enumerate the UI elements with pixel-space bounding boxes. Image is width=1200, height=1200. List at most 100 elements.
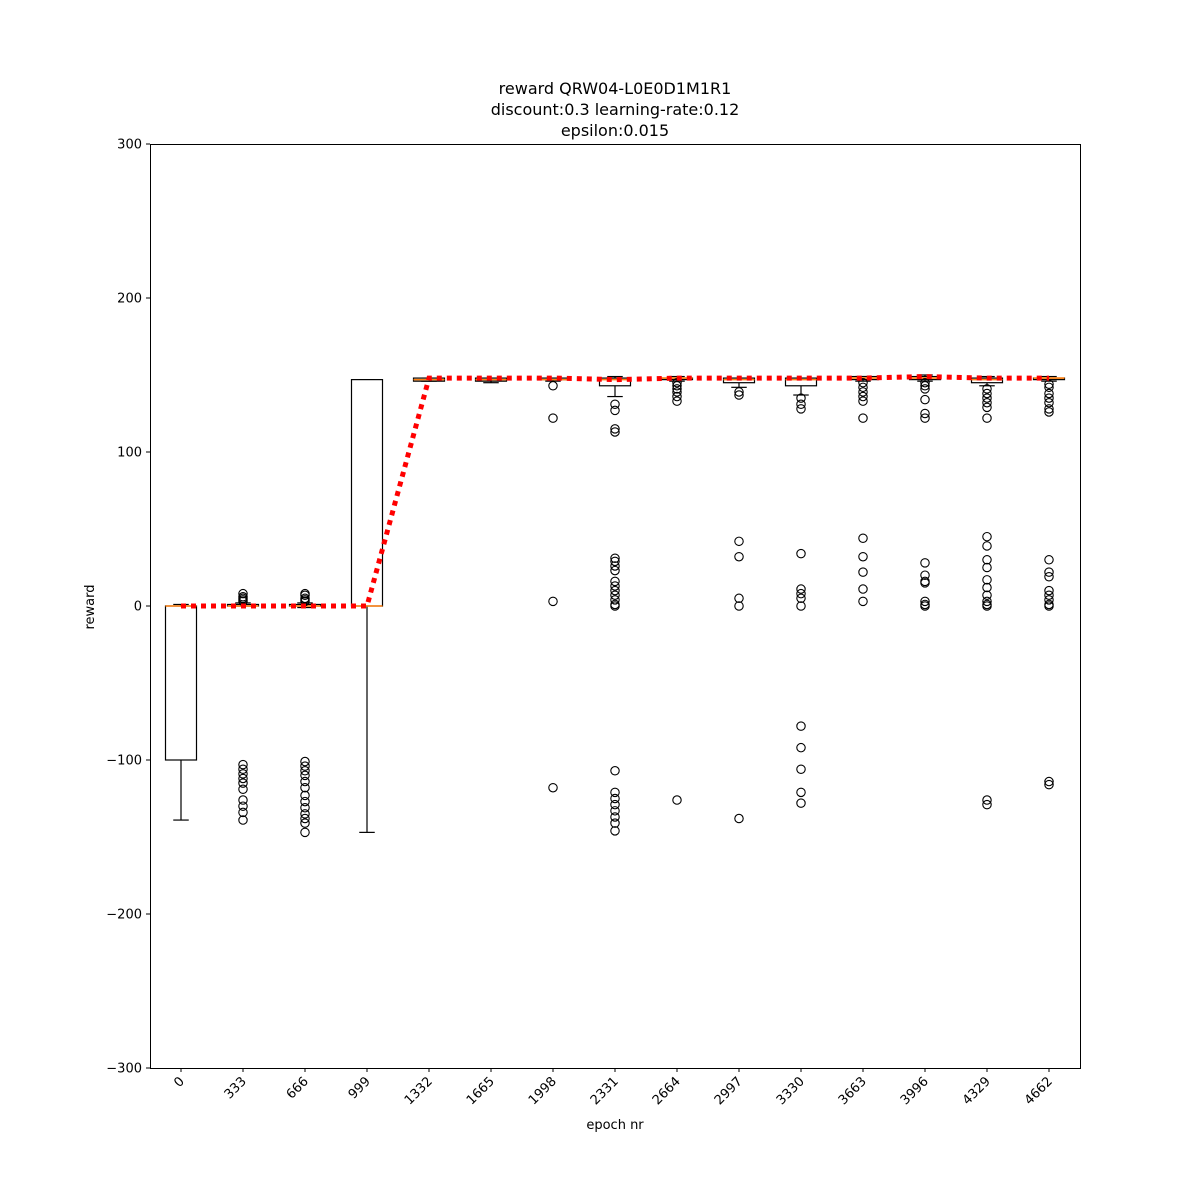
outlier-point	[672, 384, 682, 394]
outlier-point	[610, 424, 620, 434]
outlier-point	[858, 382, 868, 393]
outlier-point	[796, 798, 806, 808]
outlier-point	[238, 759, 248, 770]
outlier-point	[858, 596, 868, 607]
outlier-point	[734, 813, 744, 824]
outlier-point	[610, 601, 620, 611]
outlier-point	[238, 815, 248, 825]
outlier-point	[920, 601, 930, 611]
outlier-point	[734, 601, 744, 611]
y-tick-label: 0	[134, 600, 142, 615]
y-tick-label: 100	[117, 446, 142, 461]
outlier-point	[734, 387, 744, 397]
y-tick-label: 300	[117, 138, 142, 153]
outlier-point	[858, 387, 868, 397]
outlier-point	[858, 584, 868, 594]
chart-subtitle-2: epsilon:0.015	[560, 121, 670, 140]
x-axis-label: epoch nr	[586, 1118, 644, 1133]
y-tick-label: −200	[106, 908, 142, 923]
outlier-point	[858, 391, 868, 402]
outlier-point	[300, 590, 310, 600]
outlier-point	[300, 790, 310, 801]
outlier-point	[982, 388, 992, 399]
outlier-point	[920, 384, 930, 394]
outlier-point	[610, 576, 620, 587]
outlier-point	[982, 799, 992, 810]
boxes-layer	[164, 374, 1066, 833]
outlier-point	[796, 742, 806, 753]
outlier-point	[300, 770, 310, 781]
outlier-point	[610, 561, 620, 571]
outlier-point	[610, 812, 620, 822]
x-tick-label: 2997	[712, 1074, 746, 1108]
outlier-point	[300, 796, 310, 807]
outlier-point	[734, 551, 744, 562]
outlier-point	[300, 766, 310, 776]
outlier-point	[796, 404, 806, 414]
outlier-point	[238, 801, 248, 811]
outlier-point	[672, 381, 682, 391]
outlier-point	[858, 533, 868, 543]
chart-title: reward QRW04-L0E0D1M1R1	[498, 79, 732, 98]
outlier-point	[982, 413, 992, 423]
outlier-point	[734, 390, 744, 400]
outlier-point	[858, 567, 868, 577]
x-tick-label: 3663	[836, 1074, 870, 1108]
outlier-point	[610, 787, 620, 798]
x-tick-label: 1998	[526, 1074, 560, 1108]
outlier-point	[920, 381, 930, 391]
outlier-point	[920, 596, 930, 607]
outlier-point	[1044, 567, 1054, 577]
outlier-point	[920, 377, 930, 388]
outlier-point	[300, 761, 310, 771]
outlier-point	[796, 399, 806, 410]
x-tick-label: 4662	[1022, 1074, 1056, 1108]
outlier-point	[610, 427, 620, 437]
outlier-point	[1044, 776, 1054, 787]
chart-subtitle-1: discount:0.3 learning-rate:0.12	[490, 100, 740, 119]
outlier-point	[858, 551, 868, 562]
outlier-point	[1044, 407, 1054, 417]
outlier-point	[796, 584, 806, 594]
outlier-point	[238, 795, 248, 805]
outlier-point	[982, 402, 992, 413]
outlier-point	[548, 413, 558, 423]
outlier-point	[1044, 571, 1054, 582]
outlier-point	[1044, 388, 1054, 399]
outlier-point	[548, 596, 558, 607]
outlier-point	[300, 813, 310, 824]
outlier-point	[1044, 779, 1054, 790]
outlier-point	[982, 531, 992, 542]
outlier-point	[796, 764, 806, 774]
outlier-point	[982, 562, 992, 573]
outlier-point	[1044, 404, 1054, 414]
y-tick-label: −100	[106, 754, 142, 769]
outlier-point	[610, 565, 620, 576]
outlier-point	[238, 764, 248, 774]
outlier-point	[920, 394, 930, 405]
outlier-point	[610, 556, 620, 567]
outlier-point	[796, 601, 806, 611]
y-axis-label: reward	[83, 584, 98, 629]
outlier-point	[238, 807, 248, 818]
outlier-point	[610, 405, 620, 416]
outlier-point	[238, 784, 248, 795]
outlier-point	[610, 799, 620, 810]
x-tick-label: 666	[284, 1074, 312, 1102]
x-tick-label: 333	[222, 1074, 250, 1102]
outlier-point	[982, 397, 992, 408]
outlier-point	[610, 595, 620, 605]
outlier-point	[300, 782, 310, 793]
outlier-point	[1044, 382, 1054, 393]
box	[598, 377, 632, 387]
outlier-point	[610, 826, 620, 836]
outlier-point	[548, 782, 558, 793]
outlier-point	[1044, 601, 1054, 611]
outlier-point	[672, 391, 682, 402]
outlier-point	[982, 795, 992, 805]
outlier-point	[1044, 590, 1054, 600]
outlier-point	[734, 593, 744, 604]
box	[350, 379, 384, 607]
outlier-point	[238, 773, 248, 784]
